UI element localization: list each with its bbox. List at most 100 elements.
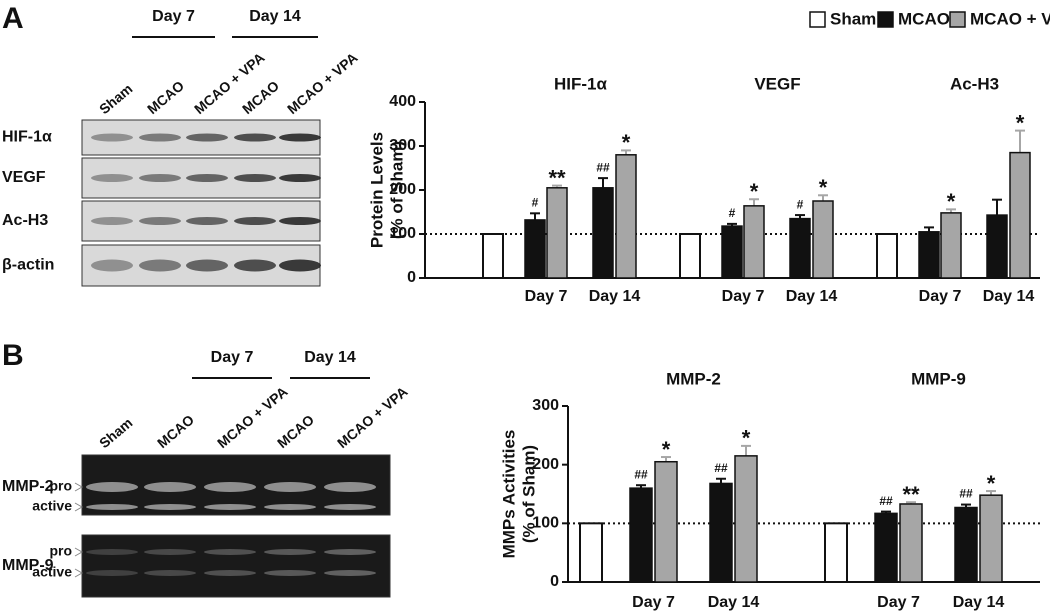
blot-band — [186, 259, 228, 272]
significance-mark: # — [532, 195, 539, 209]
bar — [524, 219, 546, 279]
lane-label: MCAO — [239, 77, 282, 117]
blot-band — [139, 259, 181, 272]
y-axis-title: MMPs Activities — [499, 430, 518, 559]
gel-band — [86, 482, 138, 492]
day-label: Day 14 — [589, 288, 641, 305]
bar — [899, 503, 923, 583]
band-arrow — [74, 482, 84, 492]
significance-mark: # — [729, 206, 736, 220]
band-arrow — [74, 568, 84, 578]
band-label: pro — [49, 543, 72, 559]
day-header: Day 7 — [211, 349, 254, 366]
gel-row-label: MMP-9 — [2, 557, 54, 574]
y-tick-label: 300 — [532, 397, 559, 414]
blot-band — [91, 174, 133, 182]
y-tick-label: 200 — [389, 181, 416, 198]
day-header: Day 14 — [304, 349, 356, 366]
legend-swatch — [877, 11, 894, 28]
bar — [812, 200, 834, 279]
day-header: Day 7 — [152, 8, 195, 25]
lane-label: MCAO — [274, 411, 317, 451]
gel-band — [204, 504, 256, 510]
legend-label: MCAO — [898, 9, 950, 28]
gel-band — [86, 549, 138, 555]
blot-band — [234, 259, 276, 272]
band-label: active — [32, 564, 72, 580]
day-label: Day 14 — [786, 288, 838, 305]
group-title: Ac-H3 — [950, 74, 999, 93]
lane-label: MCAO — [144, 77, 187, 117]
gel-band — [264, 570, 316, 576]
bar — [986, 214, 1008, 279]
group-title: HIF-1α — [554, 74, 608, 93]
significance-mark: ## — [634, 467, 648, 481]
bar — [482, 233, 504, 279]
gel-band — [324, 570, 376, 576]
lane-label: Sham — [96, 80, 135, 117]
blot-band — [234, 174, 276, 182]
bar — [579, 522, 603, 583]
legend-swatch — [949, 11, 966, 28]
bar — [824, 522, 848, 583]
y-tick-label: 100 — [389, 225, 416, 242]
blot-row-label: Ac-H3 — [2, 212, 48, 229]
blot-row-label: HIF-1α — [2, 129, 52, 146]
significance-mark: ** — [902, 482, 920, 507]
significance-mark: * — [750, 179, 759, 204]
bar — [743, 205, 765, 279]
gel-band — [204, 549, 256, 555]
bar — [629, 487, 653, 583]
significance-mark: ## — [879, 494, 893, 508]
bar — [709, 482, 733, 583]
gel-band — [264, 504, 316, 510]
y-tick-label: 200 — [532, 456, 559, 473]
gel-band — [86, 504, 138, 510]
gel-row-label: MMP-2 — [2, 478, 54, 495]
significance-mark: * — [1016, 110, 1025, 135]
day-label: Day 7 — [722, 288, 765, 305]
blot-band — [186, 174, 228, 182]
day-label: Day 14 — [983, 288, 1035, 305]
bar — [876, 233, 898, 279]
bar — [789, 217, 811, 279]
y-axis-title: Protein Levels — [367, 132, 386, 248]
blot-band — [139, 217, 181, 225]
bar — [734, 455, 758, 583]
bar — [592, 187, 614, 279]
blot-band — [139, 133, 181, 142]
bar — [940, 212, 962, 279]
day-label: Day 7 — [632, 594, 675, 611]
y-tick-label: 100 — [532, 515, 559, 532]
y-tick-label: 300 — [389, 137, 416, 154]
significance-mark: * — [947, 189, 956, 214]
group-title: MMP-9 — [911, 369, 966, 388]
bar — [979, 494, 1003, 583]
y-tick-label: 400 — [389, 93, 416, 110]
legend-label: Sham — [830, 9, 876, 28]
bar — [1009, 151, 1031, 279]
blot-band — [139, 174, 181, 182]
lane-label: Sham — [96, 414, 135, 451]
gel-band — [264, 549, 316, 555]
band-arrow — [74, 502, 84, 512]
significance-mark: ## — [959, 487, 973, 501]
significance-mark: * — [987, 471, 996, 496]
significance-mark: # — [797, 197, 804, 211]
gel-band — [144, 482, 196, 492]
bar — [546, 187, 568, 279]
bar — [721, 225, 743, 279]
gel-band — [86, 570, 138, 576]
bar — [679, 233, 701, 279]
blot-band — [186, 217, 228, 225]
lane-label: MCAO + VPA — [334, 383, 411, 451]
day-label: Day 14 — [708, 594, 760, 611]
significance-mark: * — [622, 130, 631, 155]
significance-mark: ## — [596, 160, 610, 174]
y-tick-label: 0 — [550, 573, 559, 590]
blot-band — [234, 133, 276, 142]
day-label: Day 7 — [877, 594, 920, 611]
blot-band — [279, 217, 321, 225]
y-axis-title: (% of Sham) — [519, 445, 538, 543]
